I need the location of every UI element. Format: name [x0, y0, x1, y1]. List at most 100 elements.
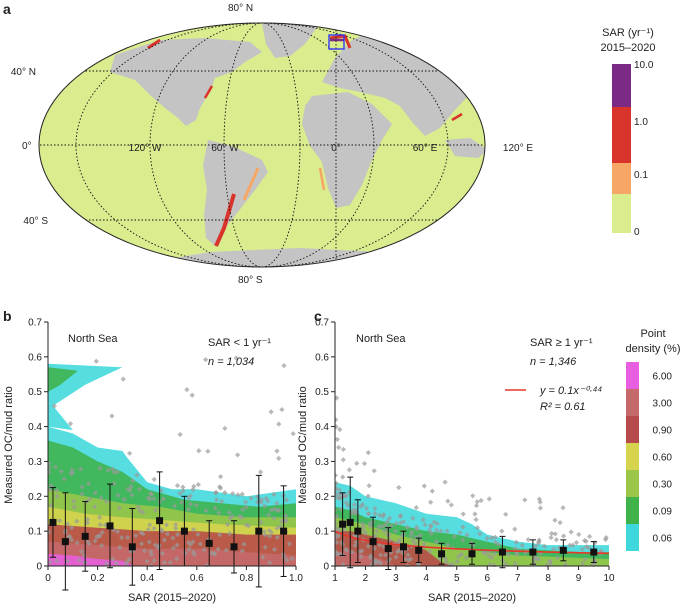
lat-label-0: 0°	[22, 141, 32, 152]
scatter-point	[351, 502, 357, 508]
binned-mean-marker	[438, 550, 446, 558]
binned-mean-marker	[280, 527, 288, 535]
scatter-point	[262, 544, 268, 550]
scatter-point	[92, 538, 98, 544]
scatter-point	[133, 533, 139, 539]
scatter-point	[586, 544, 592, 551]
scatter-point	[193, 502, 200, 508]
scatter-point	[212, 505, 218, 511]
scatter-point	[268, 507, 275, 513]
density-legend-level-6: 0.06	[653, 534, 673, 545]
land-north-america	[110, 38, 262, 126]
scatter-point	[117, 544, 123, 550]
scatter-point	[460, 511, 466, 517]
scatter-point	[216, 509, 222, 516]
scatter-point	[481, 550, 487, 556]
scatter-point	[147, 522, 153, 528]
density-legend-swatch-5	[626, 497, 639, 524]
scatter-point	[274, 525, 280, 531]
scatter-point	[421, 483, 427, 489]
scatter-point	[363, 530, 369, 536]
scatter-point	[372, 533, 378, 539]
y-tick-label: 0.4	[315, 422, 329, 433]
scatter-point	[401, 519, 407, 525]
scatter-point	[335, 528, 342, 534]
panel-b-scatter-points	[48, 355, 296, 567]
scatter-point	[52, 464, 59, 470]
scatter-point	[130, 478, 136, 484]
scatter-point	[215, 546, 221, 552]
scatter-point	[470, 542, 476, 548]
land-greenland	[262, 23, 318, 58]
scatter-point	[76, 557, 82, 563]
scatter-point	[164, 531, 171, 537]
binned-mean-marker	[61, 538, 69, 546]
scatter-point	[484, 535, 490, 541]
scatter-point	[492, 539, 499, 545]
scatter-point	[460, 524, 466, 530]
scatter-point	[159, 528, 165, 534]
scatter-point	[111, 527, 117, 533]
scatter-point	[464, 532, 470, 538]
scatter-point	[111, 469, 117, 475]
scatter-point	[48, 559, 53, 565]
y-tick-label: 0.1	[28, 527, 42, 538]
scatter-point	[567, 542, 573, 548]
scatter-point	[378, 552, 384, 558]
y-tick-label: 0.2	[28, 492, 42, 503]
scatter-point	[377, 560, 384, 566]
scatter-point	[603, 535, 609, 541]
density-legend: Point density (%) 6.00 3.00 0.90 0.60 0.30 0.…	[625, 328, 681, 551]
x-tick-label: 5	[454, 573, 460, 584]
scatter-point	[426, 527, 433, 533]
scatter-point	[123, 561, 129, 567]
scatter-point	[413, 524, 420, 530]
scatter-point	[67, 421, 74, 427]
lon-label-120e: 120° E	[503, 143, 533, 154]
scatter-point	[69, 467, 75, 473]
scatter-point	[363, 505, 370, 511]
scatter-point	[339, 491, 345, 497]
scatter-point	[113, 560, 119, 566]
density-legend-level-2: 0.90	[653, 426, 673, 437]
north-sea-highlight-box	[328, 34, 345, 50]
scatter-point	[189, 392, 195, 398]
scatter-point	[431, 519, 437, 525]
scatter-point	[552, 531, 558, 537]
scatter-point	[174, 556, 180, 562]
scatter-point	[61, 476, 67, 482]
scatter-point	[140, 509, 146, 515]
scatter-point	[217, 484, 223, 490]
x-tick-label: 2	[363, 573, 369, 584]
binned-mean-marker	[559, 546, 567, 554]
x-tick-label: 9	[576, 573, 582, 584]
binned-mean-marker	[468, 550, 476, 558]
scatter-point	[187, 541, 193, 548]
scatter-point	[195, 531, 201, 538]
density-band-1	[48, 363, 123, 431]
scatter-point	[86, 541, 92, 547]
scatter-point	[533, 543, 539, 549]
scatter-point	[335, 549, 338, 555]
scatter-point	[190, 549, 196, 555]
scatter-point	[266, 512, 272, 518]
scatter-point	[265, 498, 271, 504]
scatter-point	[444, 528, 450, 534]
scatter-point	[239, 506, 246, 513]
scatter-point	[190, 526, 197, 533]
scatter-point	[406, 557, 412, 563]
scatter-point	[226, 530, 233, 537]
y-tick-label: 0.6	[28, 352, 42, 363]
scatter-point	[111, 481, 117, 487]
scatter-point	[234, 452, 241, 458]
scatter-point	[372, 511, 378, 517]
binned-mean-marker	[128, 543, 136, 551]
sar-legend-swatch-3	[612, 194, 631, 233]
scatter-point	[335, 417, 339, 423]
scatter-point	[536, 557, 542, 563]
scatter-point	[489, 555, 495, 561]
scatter-point	[186, 546, 192, 552]
scatter-point	[177, 490, 183, 497]
scatter-point	[152, 507, 159, 513]
scatter-point	[556, 545, 562, 551]
